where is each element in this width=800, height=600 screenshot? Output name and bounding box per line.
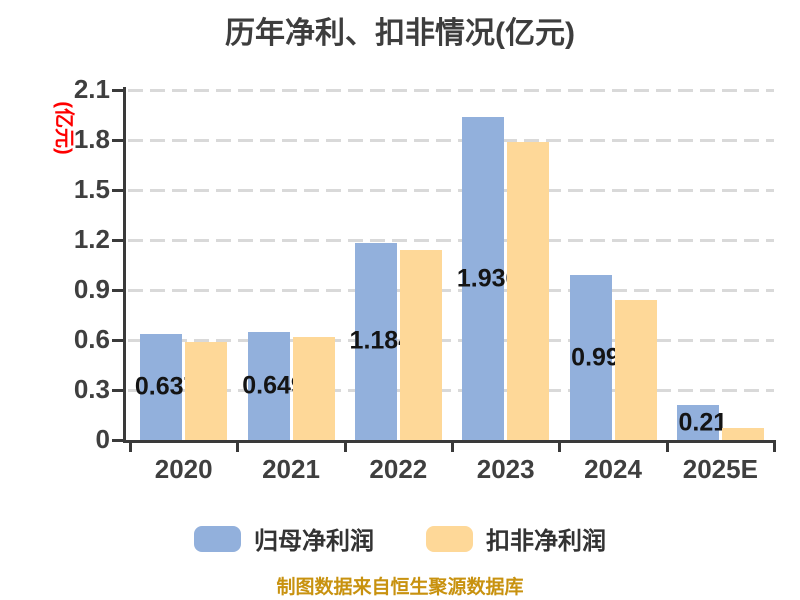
bar-non-gaap-profit-2025E bbox=[721, 428, 764, 440]
y-tick-0.6 bbox=[112, 339, 125, 342]
bar-label-net-profit-2025E: 0.21 bbox=[678, 408, 728, 436]
x-tick-label-2021: 2021 bbox=[262, 454, 320, 484]
y-tick-0.9 bbox=[112, 289, 125, 292]
x-tick-label-2023: 2023 bbox=[476, 454, 535, 484]
y-tick-1.2 bbox=[112, 239, 125, 242]
y-tick-label-1.2: 1.2 bbox=[73, 224, 110, 254]
x-tick-label-2024: 2024 bbox=[584, 454, 642, 484]
bar-label-net-profit-2024: 0.99 bbox=[571, 343, 620, 371]
legend-item-non-gaap-profit: 扣非净利润 bbox=[426, 521, 606, 556]
legend-label-non-gaap-profit: 扣非净利润 bbox=[486, 528, 606, 555]
bar-non-gaap-profit-2020 bbox=[185, 341, 228, 440]
gridline-y-0.6 bbox=[128, 339, 774, 342]
legend: 归母净利润 扣非净利润 bbox=[0, 521, 800, 556]
y-tick-label-1.8: 1.8 bbox=[73, 124, 110, 154]
gridline-y-1.5 bbox=[128, 189, 774, 192]
y-tick-label-2.1: 2.1 bbox=[73, 74, 110, 104]
x-tick-0 bbox=[129, 440, 132, 452]
chart-title: 历年净利、扣非情况(亿元) bbox=[225, 17, 575, 50]
x-tick-5 bbox=[665, 440, 669, 452]
gridline-y-2.1 bbox=[128, 89, 774, 92]
gridline-y-1.8 bbox=[128, 139, 774, 142]
bar-net-profit-2021 bbox=[247, 331, 290, 440]
bar-non-gaap-profit-2024 bbox=[614, 300, 657, 440]
x-tick-6 bbox=[773, 440, 776, 452]
y-tick-label-1.5: 1.5 bbox=[73, 174, 110, 204]
x-tick-label-2020: 2020 bbox=[154, 454, 213, 484]
x-tick-3 bbox=[451, 440, 454, 452]
x-tick-label-2025E: 2025E bbox=[682, 454, 758, 484]
x-tick-2 bbox=[343, 440, 347, 452]
y-tick-2.1 bbox=[112, 89, 125, 92]
bar-net-profit-2022 bbox=[354, 242, 397, 440]
legend-item-net-profit: 归母净利润 bbox=[194, 521, 374, 556]
gridline-y-0.9 bbox=[128, 289, 774, 292]
y-axis-line bbox=[123, 87, 126, 443]
bar-net-profit-2024 bbox=[569, 275, 612, 440]
y-tick-label-0.9: 0.9 bbox=[73, 274, 110, 304]
legend-label-net-profit: 归母净利润 bbox=[254, 528, 374, 555]
y-tick-label-0.3: 0.3 bbox=[73, 374, 110, 404]
x-axis-line bbox=[123, 440, 774, 443]
x-tick-label-2022: 2022 bbox=[369, 454, 428, 484]
y-tick-0.3 bbox=[112, 389, 125, 392]
legend-swatch-non-gaap-profit bbox=[426, 525, 473, 552]
y-tick-label-0.6: 0.6 bbox=[73, 324, 110, 354]
y-tick-0 bbox=[112, 439, 125, 442]
legend-swatch-net-profit bbox=[194, 525, 241, 552]
bar-net-profit-2023 bbox=[462, 117, 505, 440]
x-tick-1 bbox=[236, 440, 240, 452]
bar-non-gaap-profit-2022 bbox=[399, 250, 442, 440]
bar-net-profit-2020 bbox=[140, 333, 183, 440]
y-tick-label-0: 0 bbox=[95, 424, 110, 454]
data-source-note: 制图数据来自恒生聚源数据库 bbox=[276, 577, 524, 598]
y-tick-1.5 bbox=[112, 189, 125, 192]
y-tick-1.8 bbox=[112, 139, 125, 142]
bar-non-gaap-profit-2021 bbox=[292, 336, 335, 440]
gridline-y-1.2 bbox=[128, 239, 774, 242]
bar-non-gaap-profit-2023 bbox=[507, 141, 550, 440]
gridline-y-0.3 bbox=[128, 389, 774, 392]
x-tick-4 bbox=[558, 440, 562, 452]
bar-net-profit-2025E bbox=[676, 405, 719, 440]
